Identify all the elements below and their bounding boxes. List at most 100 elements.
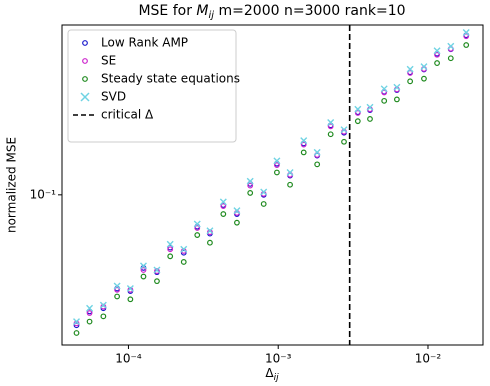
x-marker bbox=[286, 168, 294, 176]
circle-marker bbox=[167, 253, 174, 260]
x-marker bbox=[273, 157, 281, 165]
circle-marker bbox=[114, 286, 121, 293]
circle-marker bbox=[434, 51, 440, 58]
circle-marker bbox=[140, 267, 147, 273]
circle-marker bbox=[300, 149, 307, 156]
circle-marker bbox=[327, 123, 334, 130]
title-part: m=2000 n=3000 rank=10 bbox=[214, 3, 405, 19]
circle-marker bbox=[114, 293, 121, 300]
title-part: M bbox=[196, 3, 208, 19]
x-marker bbox=[462, 28, 470, 36]
y-axis-label: normalized MSE bbox=[5, 137, 19, 233]
x-marker bbox=[219, 198, 227, 206]
circle-marker bbox=[194, 232, 201, 238]
x-marker bbox=[340, 126, 348, 134]
x-marker bbox=[260, 188, 268, 196]
x-marker bbox=[420, 63, 428, 71]
circle-marker bbox=[220, 211, 227, 217]
legend-marker bbox=[82, 76, 88, 82]
circle-marker bbox=[127, 286, 134, 293]
x-marker bbox=[246, 177, 254, 185]
x-tick-label: 10⁻⁴ bbox=[115, 352, 142, 366]
plot-frame bbox=[61, 24, 484, 346]
x-marker bbox=[380, 85, 388, 93]
circle-marker bbox=[434, 60, 440, 66]
x-marker bbox=[99, 301, 107, 309]
x-marker bbox=[313, 148, 321, 156]
x-marker bbox=[406, 65, 414, 73]
circle-marker bbox=[274, 169, 280, 176]
x-marker bbox=[433, 47, 441, 55]
circle-marker bbox=[314, 161, 321, 168]
chart-title: MSE for Mij m=2000 n=3000 rank=10 bbox=[138, 3, 405, 21]
title-part: MSE for bbox=[138, 3, 196, 19]
x-marker bbox=[166, 240, 174, 248]
x-marker bbox=[73, 318, 81, 326]
circle-marker bbox=[274, 162, 280, 168]
x-marker bbox=[139, 262, 147, 270]
x-marker bbox=[354, 105, 362, 113]
circle-marker bbox=[381, 97, 388, 104]
x-marker bbox=[366, 103, 374, 111]
x-marker bbox=[206, 227, 214, 235]
legend-label: SVD bbox=[101, 90, 126, 104]
circle-marker bbox=[300, 141, 307, 148]
legend-marker bbox=[82, 40, 88, 46]
circle-marker bbox=[180, 259, 187, 265]
circle-marker bbox=[140, 273, 147, 280]
circle-marker bbox=[327, 131, 334, 138]
circle-marker bbox=[86, 310, 93, 316]
legend-label: SE bbox=[101, 54, 116, 68]
legend-label: Steady state equations bbox=[101, 72, 240, 86]
circle-marker bbox=[367, 116, 373, 122]
circle-marker bbox=[421, 75, 427, 82]
circle-marker bbox=[234, 219, 240, 226]
x-marker bbox=[153, 266, 161, 274]
circle-marker bbox=[194, 225, 201, 231]
circle-marker bbox=[100, 313, 107, 320]
y-tick-label: 10⁻¹ bbox=[30, 187, 57, 201]
circle-marker bbox=[341, 138, 347, 145]
x-marker bbox=[327, 119, 335, 127]
circle-marker bbox=[407, 70, 414, 76]
x-axis-label: Δij bbox=[265, 366, 279, 383]
circle-marker bbox=[167, 246, 174, 253]
circle-marker bbox=[287, 181, 293, 188]
xlabel-part: Δ bbox=[265, 366, 274, 380]
x-marker bbox=[86, 304, 94, 312]
circle-marker bbox=[154, 268, 160, 274]
circle-marker bbox=[247, 182, 254, 189]
circle-marker bbox=[86, 318, 93, 325]
xlabel-part: ij bbox=[274, 373, 280, 383]
circle-marker bbox=[220, 203, 227, 210]
x-marker bbox=[233, 207, 241, 215]
legend-marker bbox=[82, 58, 88, 64]
circle-marker bbox=[154, 278, 160, 285]
x-tick-label: 10⁻² bbox=[415, 352, 442, 366]
x-tick-label: 10⁻³ bbox=[265, 352, 292, 366]
circle-marker bbox=[354, 118, 361, 125]
circle-marker bbox=[73, 322, 80, 329]
circle-marker bbox=[447, 55, 454, 62]
circle-marker bbox=[247, 190, 254, 196]
legend-marker bbox=[80, 92, 90, 102]
x-marker bbox=[300, 137, 308, 145]
legend-box bbox=[67, 29, 237, 143]
circle-marker bbox=[393, 96, 400, 103]
title-part: ij bbox=[209, 10, 215, 21]
x-marker bbox=[193, 220, 201, 228]
circle-marker bbox=[354, 110, 361, 116]
circle-marker bbox=[407, 78, 414, 85]
x-marker bbox=[113, 282, 121, 290]
x-marker bbox=[447, 42, 455, 50]
circle-marker bbox=[463, 33, 470, 40]
circle-marker bbox=[207, 239, 213, 246]
circle-marker bbox=[381, 89, 388, 96]
circle-marker bbox=[463, 42, 470, 48]
x-marker bbox=[393, 83, 401, 91]
x-marker bbox=[126, 285, 134, 292]
circle-marker bbox=[260, 201, 267, 207]
x-marker bbox=[180, 245, 188, 253]
circle-marker bbox=[73, 330, 80, 336]
